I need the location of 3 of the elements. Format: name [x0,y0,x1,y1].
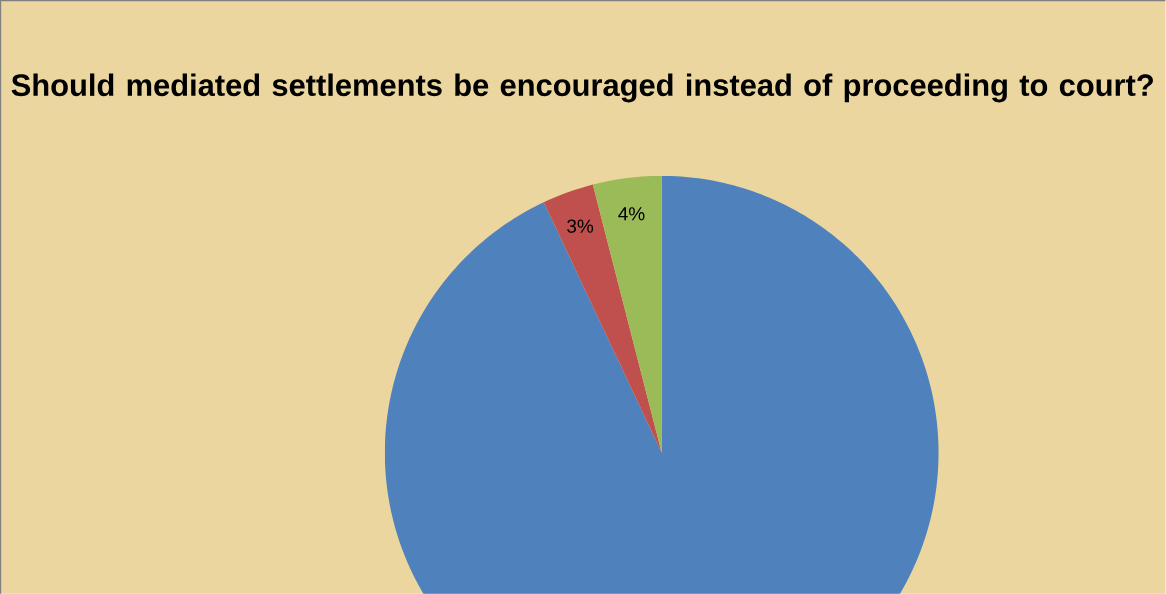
chart-title: Should mediated settlements be encouraged instead of proceeding to court? [11,73,1153,103]
data-label: 3% [567,219,594,233]
data-label: 4% [618,207,645,221]
